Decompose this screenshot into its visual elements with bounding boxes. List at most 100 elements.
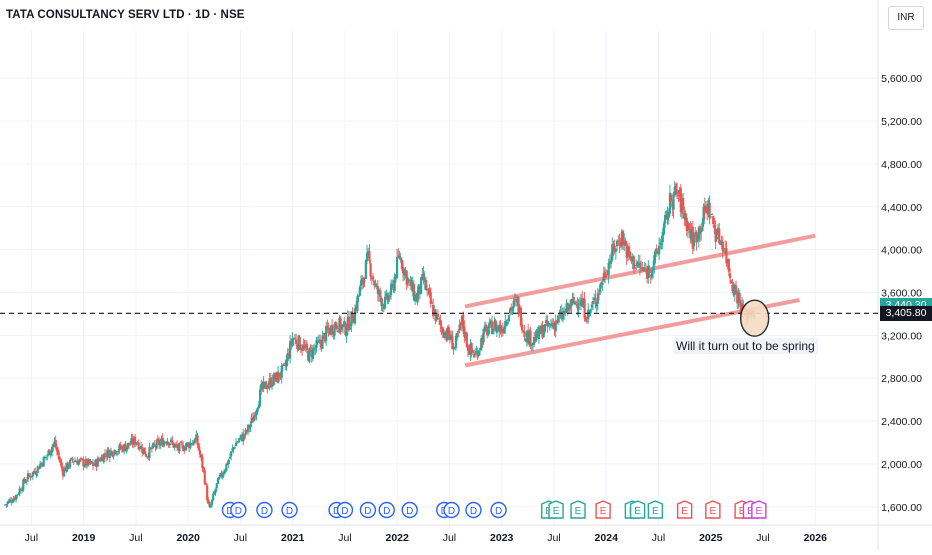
- candle-body: [170, 439, 173, 443]
- candle-body: [316, 341, 319, 343]
- earnings-marker-label: E: [681, 506, 688, 517]
- candle-body: [356, 296, 359, 311]
- candle-body: [261, 382, 264, 389]
- candle-body: [456, 333, 459, 338]
- candle-body: [103, 453, 107, 455]
- candle-body: [4, 504, 7, 506]
- candle-body: [16, 494, 19, 496]
- candle-body: [280, 365, 283, 379]
- candle-body: [418, 286, 422, 293]
- candle-body: [79, 458, 83, 460]
- candle-body: [321, 335, 324, 349]
- candle-body: [647, 266, 650, 278]
- price-axis[interactable]: 1,600.00 2,000.00 2,400.00 2,800.00 3,200.00…: [881, 73, 922, 514]
- candle-body: [159, 442, 162, 446]
- candle-body: [43, 456, 46, 459]
- candle-body: [601, 282, 604, 285]
- candle-body: [614, 248, 617, 252]
- earnings-marker-label: E: [652, 506, 659, 517]
- candle-body: [499, 325, 502, 332]
- candle-body: [293, 337, 297, 339]
- candle-body: [262, 381, 265, 389]
- candle-body: [197, 443, 200, 451]
- candle-body: [658, 245, 661, 255]
- candle-body: [120, 446, 123, 449]
- candle-body: [19, 489, 22, 491]
- dividend-marker: [230, 501, 247, 519]
- candle-body: [625, 243, 628, 258]
- candle-body: [707, 200, 710, 215]
- candle-body: [411, 282, 414, 293]
- candle-body: [5, 504, 8, 506]
- candle-body: [115, 453, 119, 455]
- candle-body: [368, 251, 371, 262]
- candle-body: [451, 336, 454, 350]
- candle-body: [557, 315, 560, 323]
- currency-selector[interactable]: INR: [888, 6, 924, 30]
- candle-body: [561, 313, 565, 320]
- candle-body: [84, 459, 87, 465]
- candle-body: [549, 324, 553, 326]
- candle-body: [236, 442, 239, 444]
- candle-body: [392, 284, 395, 290]
- candle-body: [63, 468, 66, 477]
- candle-body: [501, 328, 504, 333]
- candle-body: [619, 244, 622, 247]
- candle-body: [20, 489, 24, 491]
- dividend-marker: [465, 501, 482, 519]
- candle-body: [320, 342, 323, 348]
- candle-body: [377, 289, 381, 295]
- event-markers[interactable]: DDDDDDDDDDDDDEEEEEEEEEEEE: [221, 500, 767, 519]
- candle-body: [201, 456, 204, 469]
- candle-body: [132, 437, 135, 445]
- candle-body: [295, 339, 298, 345]
- candle-body: [365, 252, 369, 261]
- candle-body: [225, 463, 228, 471]
- candle-body: [523, 331, 526, 337]
- candle-body: [161, 437, 164, 447]
- candle-body: [371, 276, 375, 280]
- candle-body: [414, 294, 417, 302]
- candle-body: [303, 346, 306, 348]
- candle-body: [680, 199, 684, 214]
- candle-body: [94, 459, 97, 466]
- time-axis[interactable]: Jul 2019 Jul 2020 Jul 2021 Jul 2022 Jul 2023 Jul 20…: [25, 532, 827, 544]
- candle-body: [591, 300, 595, 304]
- candle-body: [114, 450, 117, 455]
- candle-body: [694, 233, 697, 235]
- candle-body: [334, 322, 337, 328]
- candle-body: [148, 446, 151, 458]
- candle-body: [168, 443, 172, 446]
- candle-body: [232, 447, 235, 450]
- candle-body: [516, 298, 519, 302]
- candle-body: [389, 283, 393, 296]
- candle-body: [209, 504, 212, 508]
- candle-body: [358, 287, 361, 296]
- annotation-text[interactable]: Will it turn out to be spring: [673, 338, 818, 354]
- candle-body: [702, 207, 705, 225]
- candle-body: [406, 278, 410, 283]
- candle-body: [305, 343, 309, 350]
- candle-body: [282, 363, 286, 365]
- candle-body: [200, 454, 203, 458]
- y-tick-label: 4,000.00: [881, 245, 922, 257]
- candle-body: [89, 461, 92, 463]
- candle-body: [326, 325, 329, 330]
- candle-body: [595, 302, 598, 307]
- candle-body: [712, 216, 715, 224]
- candle-body: [23, 478, 26, 483]
- x-tick-label: Jul: [25, 532, 38, 544]
- candle-body: [678, 190, 681, 194]
- y-tick-label: 1,600.00: [881, 502, 922, 514]
- y-tick-label: 2,400.00: [881, 416, 922, 428]
- candle-body: [234, 442, 238, 447]
- candle-body: [708, 202, 711, 219]
- candle-body: [22, 479, 25, 490]
- candle-body: [644, 270, 648, 273]
- candle-body: [202, 466, 205, 470]
- candle-body: [243, 434, 246, 436]
- candle-body: [666, 212, 669, 221]
- candle-body: [483, 325, 486, 331]
